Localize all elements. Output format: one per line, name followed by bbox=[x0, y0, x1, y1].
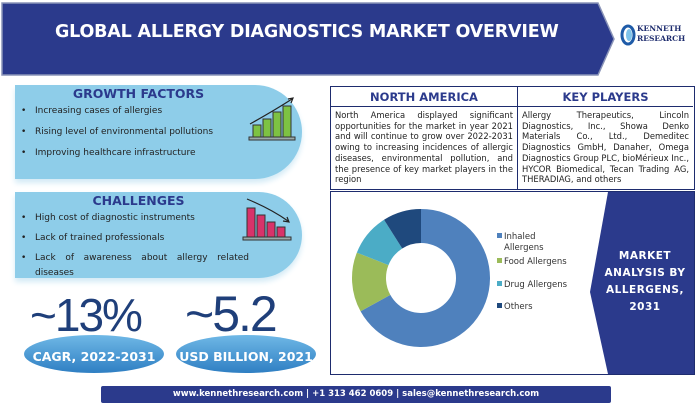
challenges-panel: CHALLENGES High cost of diagnostic instr… bbox=[15, 192, 302, 278]
logo-icon bbox=[620, 24, 636, 46]
bar-chart-up-icon bbox=[248, 97, 296, 141]
donut-slice-others bbox=[384, 209, 421, 249]
growth-factors-title: GROWTH FACTORS bbox=[72, 86, 205, 101]
cagr-label: CAGR, 2022-2031 bbox=[32, 349, 156, 364]
list-item: Increasing cases of allergies bbox=[19, 101, 249, 122]
kenneth-research-logo: KENNETH RESEARCH bbox=[620, 22, 700, 52]
donut-chart bbox=[352, 209, 490, 347]
title-banner bbox=[1, 2, 615, 76]
legend-swatch bbox=[497, 233, 502, 238]
info-box: NORTH AMERICA North America displayed sig… bbox=[330, 86, 695, 190]
market-analysis-label: MARKET ANALYSIS BY ALLERGENS, 2031 bbox=[604, 250, 686, 313]
cagr-disc: CAGR, 2022-2031 bbox=[24, 335, 164, 373]
legend-swatch bbox=[497, 303, 502, 308]
chart-box bbox=[330, 191, 695, 375]
key-players-title: KEY PLAYERS bbox=[518, 87, 693, 107]
north-america-title: NORTH AMERICA bbox=[331, 87, 517, 107]
legend-label: Inhaled Allergens bbox=[504, 232, 544, 253]
list-item: Lack of awareness about allergy related … bbox=[19, 248, 249, 281]
legend-item: Drug Allergens bbox=[497, 280, 567, 291]
legend-item: Others bbox=[497, 302, 533, 313]
donut-slice-food-allergens bbox=[352, 252, 391, 312]
legend-item: Food Allergens bbox=[497, 257, 567, 268]
growth-factors-panel: GROWTH FACTORS Increasing cases of aller… bbox=[15, 85, 302, 179]
cagr-value: ~13% bbox=[30, 289, 143, 341]
list-item: Improving healthcare infrastructure bbox=[19, 143, 249, 164]
legend-label: Food Allergens bbox=[504, 257, 567, 267]
north-america-text: North America displayed significant oppo… bbox=[335, 110, 513, 185]
list-item: High cost of diagnostic instruments bbox=[19, 208, 249, 228]
legend-swatch bbox=[497, 281, 502, 286]
key-players-text: Allergy Therapeutics, Lincoln Diagnostic… bbox=[522, 110, 690, 185]
market-label-shape bbox=[590, 192, 694, 374]
footer-contact-bar: www.kennethresearch.com | +1 313 462 060… bbox=[101, 386, 611, 403]
page-title: GLOBAL ALLERGY DIAGNOSTICS MARKET OVERVI… bbox=[55, 22, 559, 42]
market-size-label: USD BILLION, 2021 bbox=[179, 349, 313, 364]
bar-chart-down-icon bbox=[242, 198, 292, 241]
legend-item: Inhaled Allergens bbox=[497, 232, 554, 254]
donut-slice-drug-allergens bbox=[356, 219, 403, 266]
donut-slice-inhaled-allergens bbox=[360, 209, 490, 347]
legend-swatch bbox=[497, 258, 502, 263]
market-size-disc: USD BILLION, 2021 bbox=[176, 335, 316, 373]
legend-label: Others bbox=[504, 302, 533, 312]
challenges-title: CHALLENGES bbox=[92, 193, 185, 208]
market-size-value: ~5.2 bbox=[185, 286, 278, 342]
list-item: Rising level of environmental pollutions bbox=[19, 122, 249, 143]
list-item: Lack of trained professionals bbox=[19, 228, 249, 248]
logo-text-1: KENNETH bbox=[637, 24, 682, 33]
logo-text-2: RESEARCH bbox=[637, 34, 686, 43]
key-players-section: KEY PLAYERS Allergy Therapeutics, Lincoln… bbox=[518, 87, 693, 189]
north-america-section: NORTH AMERICA North America displayed sig… bbox=[331, 87, 518, 189]
legend-label: Drug Allergens bbox=[504, 280, 568, 290]
